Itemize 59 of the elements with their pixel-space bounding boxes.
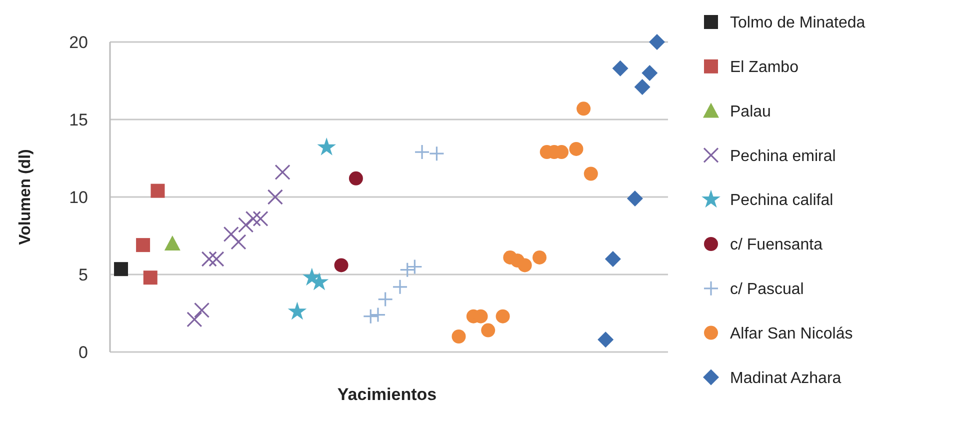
legend-label: c/ Fuensanta [730, 236, 823, 254]
point [223, 226, 239, 242]
point [634, 78, 650, 95]
point [208, 251, 224, 267]
point [584, 166, 598, 181]
y-tick-label: 15 [69, 110, 88, 130]
point [194, 302, 210, 318]
point [626, 190, 643, 207]
point [150, 184, 165, 198]
legend-label: Madinat Azhara [730, 370, 842, 387]
point [288, 302, 307, 320]
y-tick-label: 0 [78, 342, 88, 362]
point [164, 236, 180, 250]
point [274, 164, 290, 180]
point [569, 142, 584, 156]
point [378, 292, 394, 308]
point [496, 309, 510, 324]
y-axis-title: Volumen (dl) [17, 149, 34, 245]
y-tick-label: 10 [69, 188, 88, 207]
point [245, 210, 261, 226]
point [348, 171, 363, 186]
point [238, 217, 254, 233]
point [428, 146, 445, 162]
legend-label: Pechina emiral [730, 148, 836, 165]
y-tick-label: 20 [69, 32, 88, 52]
point [576, 102, 591, 116]
point [392, 279, 408, 295]
legend-label: El Zambo [730, 59, 799, 76]
point [612, 60, 628, 76]
point [642, 65, 658, 81]
point [406, 258, 422, 275]
point [598, 332, 614, 348]
x-axis-title: Yacimientos [337, 385, 437, 404]
legend-label: Alfar San Nicolás [730, 325, 853, 342]
point [414, 144, 430, 160]
point [532, 250, 547, 264]
point [267, 189, 283, 205]
point [604, 251, 621, 267]
y-tick-label: 5 [78, 265, 88, 284]
point [362, 308, 378, 324]
point [252, 210, 268, 226]
point [230, 234, 246, 250]
point [334, 258, 348, 272]
legend-label: Tolmo de Minateda [730, 14, 866, 32]
point [201, 251, 217, 267]
point [186, 312, 202, 328]
point [114, 262, 128, 276]
point [452, 330, 466, 344]
point [370, 307, 386, 323]
legend-label: c/ Pascual [730, 281, 804, 298]
point [143, 270, 158, 285]
point [648, 34, 665, 50]
point [136, 238, 150, 252]
point [400, 262, 416, 278]
legend-label: Palau [730, 103, 771, 120]
point [317, 138, 336, 156]
point [518, 258, 532, 272]
legend-label: Pechina califal [730, 192, 834, 210]
point [481, 323, 496, 338]
